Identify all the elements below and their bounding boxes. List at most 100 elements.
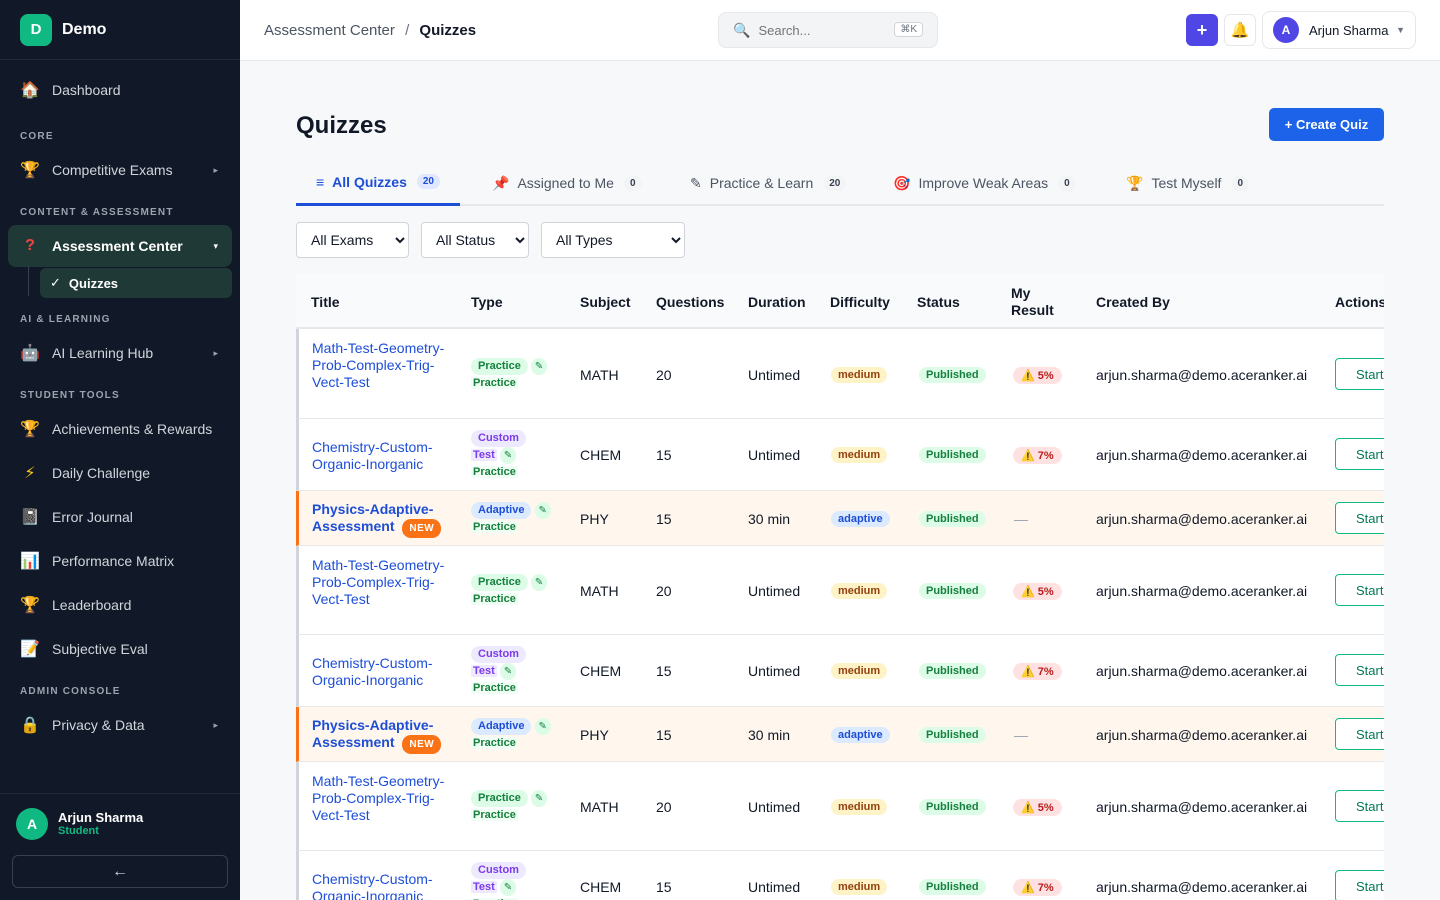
column-header-title[interactable]: Title: [311, 294, 340, 310]
quiz-subject: PHY: [580, 511, 609, 527]
type-badge-cont: Test: [471, 449, 497, 461]
quiz-title-link[interactable]: Math-Test-Geometry-Prob-Complex-Trig-Vec…: [312, 340, 445, 390]
column-header-created-by[interactable]: Created By: [1096, 294, 1170, 310]
sidebar-item-leaderboard[interactable]: 🏆 Leaderboard: [8, 585, 232, 625]
exam-filter-select[interactable]: All Exams: [296, 222, 409, 258]
quiz-title-link[interactable]: Chemistry-Custom-Organic-Inorganic: [312, 871, 433, 900]
quiz-duration: Untimed: [748, 879, 801, 895]
sidebar-item-performance-matrix[interactable]: 📊 Performance Matrix: [8, 541, 232, 581]
difficulty-badge: medium: [831, 447, 888, 463]
column-header-difficulty[interactable]: Difficulty: [830, 294, 890, 310]
pencil-icon: ✎: [534, 502, 551, 519]
quiz-created-by: arjun.sharma@demo.aceranker.ai: [1096, 663, 1308, 679]
quiz-questions: 20: [656, 583, 672, 599]
type-badge-cont: Test: [471, 665, 497, 677]
start-quiz-button[interactable]: Start: [1335, 574, 1384, 606]
sidebar-item-dashboard[interactable]: 🏠 Dashboard: [8, 70, 232, 110]
quiz-subject: CHEM: [580, 447, 622, 463]
sidebar-item-error-journal[interactable]: 📓 Error Journal: [8, 497, 232, 537]
pencil-icon: ✎: [690, 174, 702, 191]
sidebar-subitem-quizzes[interactable]: ✓ Quizzes: [40, 268, 232, 298]
quiz-title-link[interactable]: Math-Test-Geometry-Prob-Complex-Trig-Vec…: [312, 773, 445, 823]
type-badge: Practice: [471, 358, 528, 375]
start-quiz-button[interactable]: Start: [1335, 718, 1384, 750]
tab-assigned-to-me[interactable]: 📌 Assigned to Me 0: [492, 160, 642, 206]
quiz-title-link[interactable]: Math-Test-Geometry-Prob-Complex-Trig-Vec…: [312, 557, 445, 607]
column-header-type[interactable]: Type: [471, 294, 503, 310]
quiz-type: Adaptive ✎ Practice: [471, 718, 561, 752]
difficulty-badge: adaptive: [831, 511, 890, 527]
search-input[interactable]: [758, 22, 879, 38]
notifications-button[interactable]: 🔔: [1224, 14, 1256, 46]
brand: D Demo: [0, 0, 240, 60]
quick-add-button[interactable]: +: [1186, 14, 1218, 46]
column-header-questions[interactable]: Questions: [656, 294, 725, 310]
quiz-duration: Untimed: [748, 447, 801, 463]
start-quiz-button[interactable]: Start: [1335, 870, 1384, 900]
subnav-line: [28, 266, 29, 296]
type-badge: Adaptive: [471, 718, 532, 735]
collapse-sidebar-button[interactable]: ←: [12, 855, 228, 888]
type-sub-label: Practice: [471, 898, 518, 900]
sidebar-item-competitive-exams[interactable]: 🏆 Competitive Exams ▸: [8, 150, 232, 190]
result-badge: ⚠️ 7%: [1013, 879, 1062, 896]
quiz-created-by: arjun.sharma@demo.aceranker.ai: [1096, 367, 1308, 383]
warning-icon: ⚠️: [1021, 802, 1035, 814]
target-icon: 🎯: [893, 174, 911, 191]
table-row: Chemistry-Custom-Organic-Inorganic Custo…: [296, 419, 1384, 491]
user-menu-button[interactable]: A Arjun Sharma ▼: [1262, 11, 1416, 49]
type-sub-label: Practice: [471, 593, 518, 605]
sidebar-item-daily-challenge[interactable]: ⚡ Daily Challenge: [8, 453, 232, 493]
tab-count: 20: [416, 174, 440, 189]
column-header-actions: Actions: [1335, 294, 1384, 310]
quiz-type: Custom Test ✎ Practice: [471, 646, 561, 697]
section-admin: ADMIN CONSOLE: [20, 686, 121, 697]
page-title: Quizzes: [296, 112, 387, 139]
quiz-created-by: arjun.sharma@demo.aceranker.ai: [1096, 799, 1308, 815]
search-box[interactable]: 🔍 ⌘K: [718, 12, 938, 48]
quiz-type: Practice ✎ Practice: [471, 574, 561, 608]
type-filter-select[interactable]: All Types: [541, 222, 685, 258]
start-quiz-button[interactable]: Start: [1335, 358, 1384, 390]
brand-name: Demo: [62, 20, 107, 38]
column-header-duration[interactable]: Duration: [748, 294, 806, 310]
warning-icon: ⚠️: [1021, 882, 1035, 894]
start-quiz-button[interactable]: Start: [1335, 654, 1384, 686]
sidebar-item-ai-learning-hub[interactable]: 🤖 AI Learning Hub ▸: [8, 333, 232, 373]
tab-label: Test Myself: [1151, 175, 1222, 191]
sidebar-user[interactable]: A Arjun Sharma Student: [0, 793, 240, 853]
quiz-title-link[interactable]: Physics-Adaptive-Assessment NEW: [312, 717, 452, 754]
tab-practice-learn[interactable]: ✎ Practice & Learn 20: [690, 160, 847, 206]
sidebar-item-assessment-center[interactable]: ? Assessment Center ▾: [8, 225, 232, 267]
tab-improve-weak-areas[interactable]: 🎯 Improve Weak Areas 0: [893, 160, 1076, 206]
sidebar-item-subjective-eval[interactable]: 📝 Subjective Eval: [8, 629, 232, 669]
sidebar-item-privacy[interactable]: 🔒 Privacy & Data ▸: [8, 705, 232, 745]
quiz-type: Practice ✎ Practice: [471, 358, 561, 392]
warning-icon: ⚠️: [1021, 450, 1035, 462]
status-filter-select[interactable]: All Status: [421, 222, 529, 258]
quiz-subject: CHEM: [580, 663, 622, 679]
sidebar-item-label: Competitive Exams: [52, 162, 173, 178]
start-quiz-button[interactable]: Start: [1335, 502, 1384, 534]
column-header-my-result[interactable]: My Result: [1011, 285, 1054, 318]
sidebar-item-label: Dashboard: [52, 82, 121, 98]
tab-all-quizzes[interactable]: ≡ All Quizzes 20: [296, 160, 460, 206]
user-name: Arjun Sharma: [1309, 22, 1389, 38]
start-quiz-button[interactable]: Start: [1335, 790, 1384, 822]
sidebar-item-achievements[interactable]: 🏆 Achievements & Rewards: [8, 409, 232, 449]
breadcrumb-parent[interactable]: Assessment Center: [264, 22, 395, 39]
type-badge: Practice: [471, 790, 528, 807]
status-badge: Published: [919, 511, 986, 527]
create-quiz-button[interactable]: + Create Quiz: [1269, 108, 1384, 141]
quiz-subject: MATH: [580, 799, 619, 815]
quiz-title-link[interactable]: Chemistry-Custom-Organic-Inorganic: [312, 439, 433, 472]
bar-chart-icon: 📊: [20, 553, 40, 570]
sidebar-item-label: Leaderboard: [52, 597, 132, 613]
tab-test-myself[interactable]: 🏆 Test Myself 0: [1126, 160, 1250, 206]
quiz-title-link[interactable]: Chemistry-Custom-Organic-Inorganic: [312, 655, 433, 688]
trophy-icon: 🏆: [20, 597, 40, 614]
quiz-title-link[interactable]: Physics-Adaptive-Assessment NEW: [312, 501, 452, 538]
column-header-status[interactable]: Status: [917, 294, 960, 310]
start-quiz-button[interactable]: Start: [1335, 438, 1384, 470]
column-header-subject[interactable]: Subject: [580, 294, 631, 310]
